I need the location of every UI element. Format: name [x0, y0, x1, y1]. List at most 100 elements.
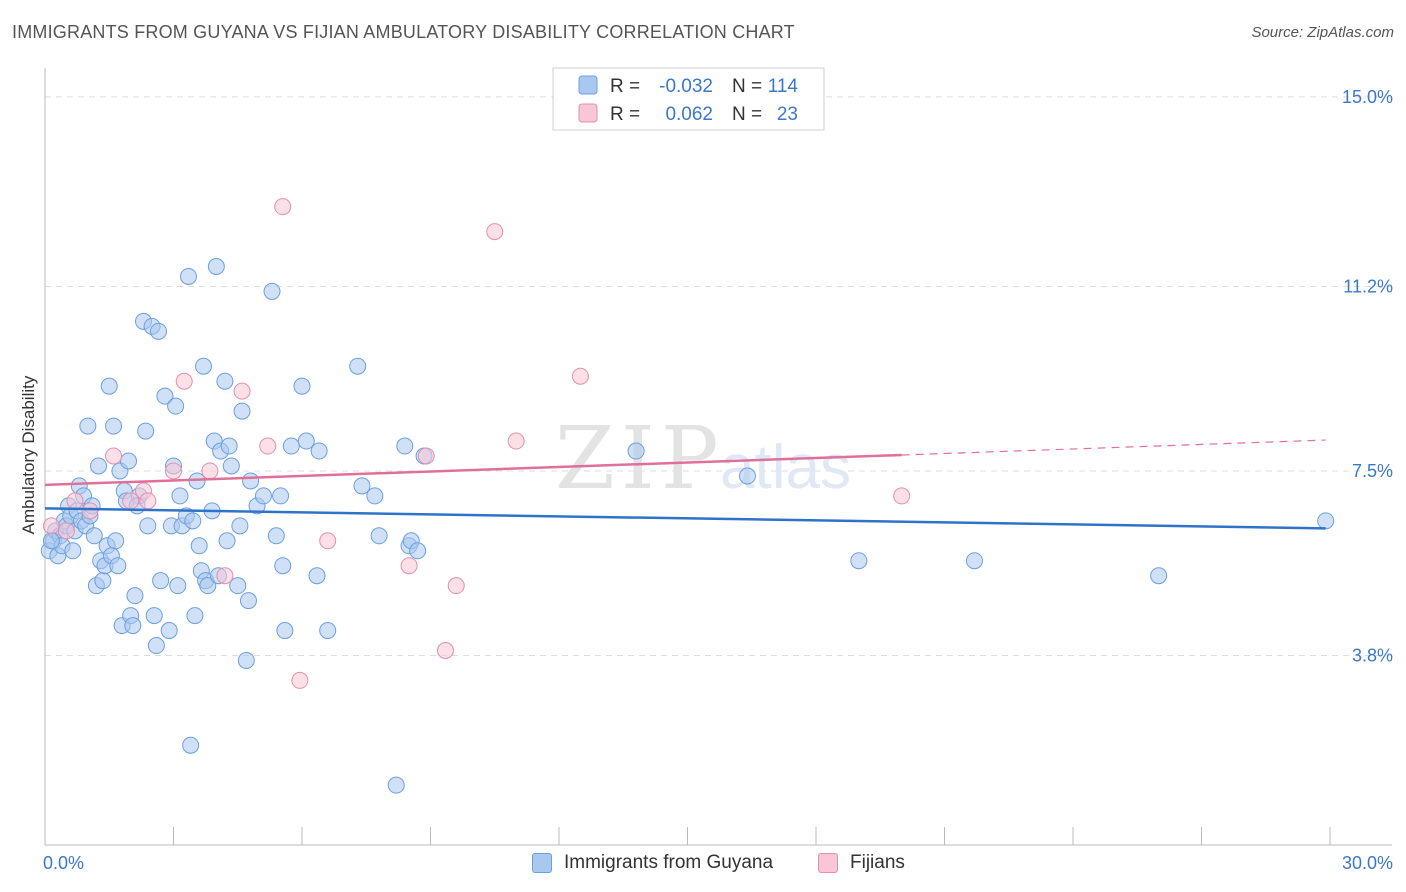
data-point-guyana [186, 607, 204, 625]
data-point-guyana [64, 542, 82, 560]
data-point-fijians [81, 502, 99, 520]
y-axis-label: Ambulatory Disability [19, 375, 38, 534]
data-point-fijians [486, 223, 504, 241]
data-point-guyana [627, 442, 645, 460]
legend-swatch-pink [578, 103, 598, 123]
chart-title: IMMIGRANTS FROM GUYANA VS FIJIAN AMBULAT… [12, 22, 795, 42]
trend-lines [44, 439, 1326, 530]
data-point-fijians [571, 367, 589, 385]
data-point-guyana [1317, 512, 1335, 530]
data-point-fijians [175, 372, 193, 390]
data-point-guyana [396, 437, 414, 455]
data-point-guyana [239, 592, 257, 610]
data-point-guyana [237, 651, 255, 669]
watermark-zip: ZIP [555, 409, 725, 509]
data-point-guyana [120, 452, 138, 470]
data-point-guyana [169, 577, 187, 595]
data-point-guyana [254, 487, 272, 505]
data-point-guyana [156, 387, 174, 405]
data-point-guyana [94, 572, 112, 590]
data-point-guyana [145, 607, 163, 625]
data-point-guyana [42, 532, 60, 550]
data-point-guyana [274, 557, 292, 575]
data-point-fijians [57, 522, 75, 540]
legend-n-value-2: 23 [777, 104, 798, 125]
data-point-guyana [218, 532, 236, 550]
legend-n-value-1: 114 [768, 76, 799, 97]
legend-n-label-1: N = [732, 76, 762, 97]
data-point-guyana [349, 357, 367, 375]
x-tick-label: 0.0% [43, 853, 84, 873]
data-point-fijians [165, 462, 182, 480]
data-point-guyana [207, 257, 225, 275]
gridlines [45, 96, 1392, 656]
data-point-guyana [79, 417, 97, 435]
data-point-guyana [160, 622, 178, 640]
data-point-guyana [233, 402, 251, 420]
data-point-guyana [308, 567, 326, 585]
data-point-guyana [222, 457, 240, 475]
legend-item-guyana[interactable]: Immigrants from Guyana [532, 852, 773, 874]
data-point-guyana [85, 527, 103, 545]
y-tick-label: 3.8% [1352, 645, 1393, 665]
data-point-guyana [366, 487, 384, 505]
x-tick-labels: 0.0% 30.0% [43, 853, 1393, 873]
data-point-fijians [417, 447, 435, 465]
data-point-fijians [319, 532, 337, 550]
data-point-guyana [171, 487, 189, 505]
data-point-fijians [139, 492, 157, 510]
data-point-guyana [109, 557, 127, 575]
data-point-fijians [507, 432, 525, 450]
legend-top: R = -0.032 N = 114 R = 0.062 N = 23 [552, 67, 825, 131]
data-point-guyana [272, 487, 290, 505]
axes [44, 68, 1392, 846]
data-point-guyana [167, 397, 185, 415]
data-point-guyana [231, 517, 249, 535]
data-point-guyana [409, 542, 427, 560]
data-point-guyana [147, 637, 165, 655]
data-point-guyana [199, 577, 217, 595]
data-point-guyana [152, 572, 170, 590]
legend-r-label-1: R = [610, 76, 640, 97]
y-tick-label: 15.0% [1342, 87, 1393, 107]
watermark-atlas: atlas [720, 433, 851, 502]
trend-line-fijians [44, 453, 902, 487]
legend-r-value-2: 0.062 [665, 104, 713, 125]
data-point-fijians [259, 437, 277, 455]
data-point-guyana [105, 417, 123, 435]
data-point-guyana [184, 512, 202, 530]
data-point-guyana [267, 527, 285, 545]
data-point-guyana [150, 322, 168, 340]
series-guyana [40, 257, 1335, 794]
data-point-fijians [66, 492, 84, 510]
data-point-guyana [738, 467, 756, 485]
y-tick-label: 7.5% [1352, 461, 1393, 481]
x-tick-label: 30.0% [1342, 853, 1393, 873]
data-point-fijians [447, 577, 465, 595]
data-point-fijians [216, 567, 234, 585]
data-point-fijians [291, 671, 309, 689]
data-point-guyana [126, 587, 144, 605]
trend-line-fijians-extension [901, 439, 1326, 456]
legend-label-fijians: Fijians [850, 852, 905, 873]
legend-item-fijians[interactable]: Fijians [818, 852, 905, 874]
data-point-guyana [190, 537, 208, 555]
data-point-guyana [1150, 567, 1168, 585]
data-point-fijians [233, 382, 251, 400]
data-point-guyana [100, 377, 118, 395]
legend-r-value-1: -0.032 [659, 76, 713, 97]
data-point-guyana [139, 517, 157, 535]
data-point-guyana [216, 372, 234, 390]
data-point-fijians [893, 487, 911, 505]
data-point-fijians [201, 462, 219, 480]
legend-n-label-2: N = [732, 104, 762, 125]
source-label: Source: ZipAtlas.com [1251, 24, 1394, 41]
data-point-fijians [436, 642, 454, 660]
legend-label-guyana: Immigrants from Guyana [564, 852, 774, 873]
legend-swatch-blue [578, 75, 598, 95]
data-point-guyana [124, 617, 142, 635]
data-point-guyana [263, 282, 281, 300]
data-point-guyana [370, 527, 388, 545]
data-point-guyana [387, 776, 405, 794]
